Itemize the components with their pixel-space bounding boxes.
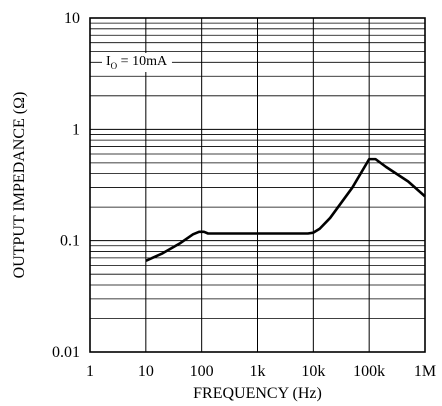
x-tick-label: 1 bbox=[86, 363, 94, 380]
x-tick-label: 10 bbox=[138, 363, 154, 380]
x-tick-label: 100 bbox=[190, 363, 214, 380]
y-axis-label: OUTPUT IMPEDANCE (Ω) bbox=[11, 92, 28, 279]
x-tick-labels: 1 10 100 1k 10k 100k 1M bbox=[86, 363, 436, 380]
y-tick-labels: 0.01 0.1 1 10 bbox=[52, 10, 80, 361]
plot-area-frame bbox=[89, 17, 426, 353]
y-tick-label: 10 bbox=[64, 10, 80, 27]
grid bbox=[89, 18, 425, 353]
x-tick-label: 1k bbox=[250, 363, 266, 380]
x-tick-label: 1M bbox=[414, 363, 436, 380]
x-tick-label: 100k bbox=[353, 363, 385, 380]
y-tick-label: 0.01 bbox=[52, 344, 80, 361]
annotation-text: IO = 10mA bbox=[106, 54, 168, 71]
series-line-output-impedance bbox=[145, 157, 426, 262]
x-axis-label: FREQUENCY (Hz) bbox=[193, 385, 322, 402]
annotation-background bbox=[102, 53, 172, 72]
y-tick-label: 1 bbox=[72, 121, 80, 138]
y-tick-label: 0.1 bbox=[60, 233, 80, 250]
annotation-io: IO = 10mA bbox=[102, 53, 172, 72]
x-tick-label: 10k bbox=[301, 363, 325, 380]
